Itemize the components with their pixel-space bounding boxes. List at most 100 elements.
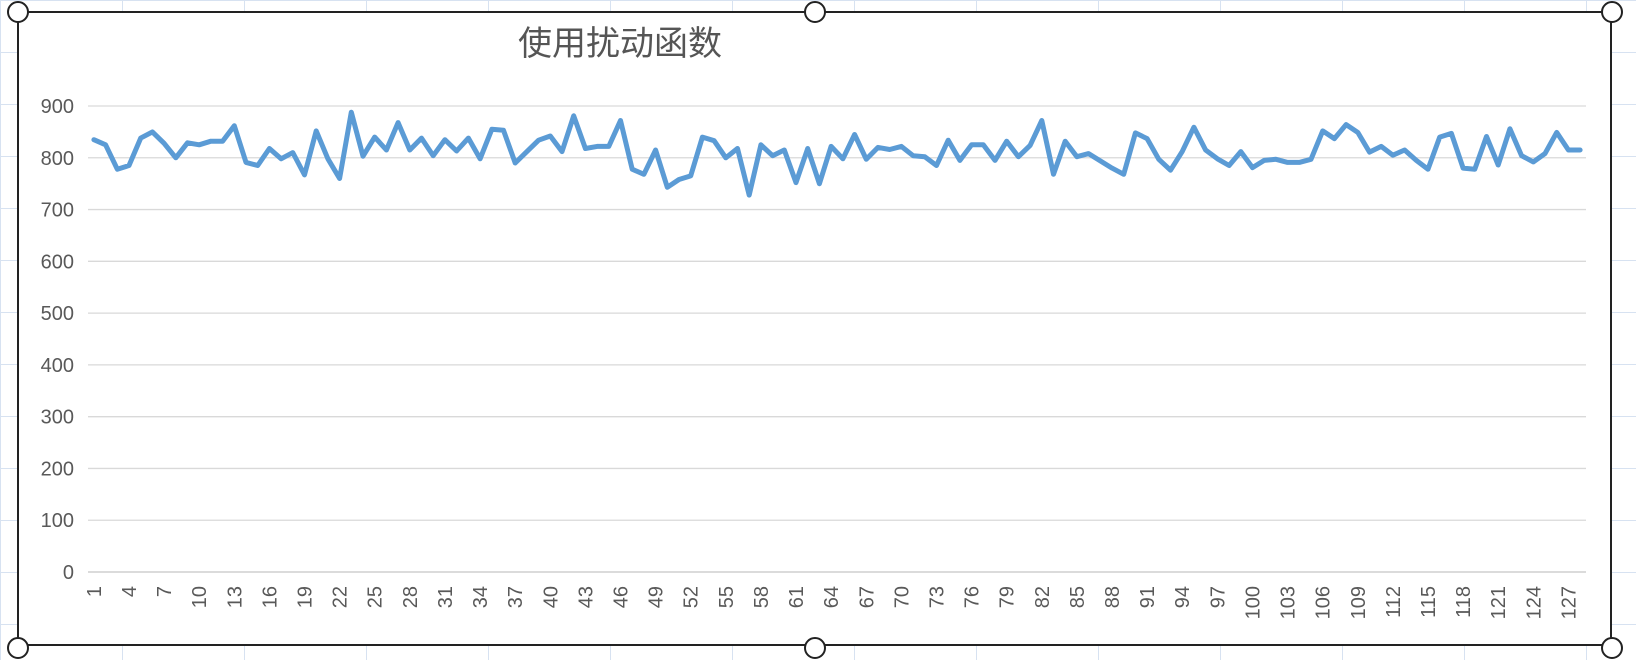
- data-point: [1402, 147, 1408, 153]
- data-point: [255, 163, 261, 169]
- x-tick-label: 94: [1172, 586, 1194, 608]
- data-point: [1542, 151, 1548, 157]
- data-point: [91, 137, 97, 143]
- data-point: [442, 137, 448, 143]
- data-point: [536, 137, 542, 143]
- data-point: [395, 120, 401, 126]
- data-point: [337, 176, 343, 182]
- data-point: [348, 109, 354, 115]
- data-point: [1355, 129, 1361, 135]
- data-point: [477, 156, 483, 162]
- y-tick-label: 300: [41, 407, 74, 429]
- resize-handle-top-middle[interactable]: [804, 1, 826, 23]
- data-point: [290, 150, 296, 156]
- x-tick-label: 103: [1278, 586, 1300, 619]
- data-point: [840, 156, 846, 162]
- resize-handle-bottom-left[interactable]: [7, 637, 29, 659]
- y-tick-label: 900: [41, 96, 74, 118]
- data-point: [208, 138, 214, 144]
- data-point: [676, 177, 682, 183]
- data-point: [1203, 147, 1209, 153]
- chart-frame[interactable]: [17, 11, 1612, 646]
- data-point: [758, 142, 764, 148]
- resize-handle-top-right[interactable]: [1601, 1, 1623, 23]
- data-point: [945, 137, 951, 143]
- resize-handle-bottom-middle[interactable]: [804, 637, 826, 659]
- data-point: [571, 113, 577, 119]
- data-point: [1484, 134, 1490, 140]
- data-point: [852, 132, 858, 138]
- data-point: [1179, 149, 1185, 155]
- data-point: [1226, 163, 1232, 169]
- data-point: [922, 154, 928, 160]
- data-point: [618, 118, 624, 124]
- data-point: [980, 142, 986, 148]
- data-point: [138, 135, 144, 141]
- data-point: [805, 146, 811, 152]
- data-point: [454, 148, 460, 154]
- resize-handle-bottom-right[interactable]: [1601, 637, 1623, 659]
- data-point: [1191, 124, 1197, 130]
- data-point: [1097, 158, 1103, 164]
- data-point: [372, 134, 378, 140]
- x-tick-label: 88: [1102, 586, 1124, 608]
- data-point: [1378, 143, 1384, 149]
- data-point: [512, 160, 518, 166]
- y-tick-label: 200: [41, 458, 74, 480]
- data-point: [1144, 136, 1150, 142]
- data-point: [1168, 167, 1174, 173]
- y-tick-label: 800: [41, 148, 74, 170]
- x-tick-label: 76: [962, 586, 984, 608]
- data-point: [559, 149, 565, 155]
- x-tick-label: 109: [1348, 586, 1370, 619]
- data-point: [547, 133, 553, 139]
- data-point: [430, 153, 436, 159]
- data-point: [887, 147, 893, 153]
- x-tick-label: 46: [610, 586, 632, 608]
- data-point: [1519, 153, 1525, 159]
- x-tick-label: 10: [189, 586, 211, 608]
- data-point: [746, 192, 752, 198]
- data-point: [1460, 165, 1466, 171]
- data-point: [1132, 130, 1138, 136]
- data-point: [1015, 154, 1021, 160]
- y-tick-label: 100: [41, 510, 74, 532]
- data-point: [325, 156, 331, 162]
- data-point: [231, 123, 237, 129]
- x-tick-label: 118: [1453, 586, 1475, 618]
- data-point: [1062, 138, 1068, 144]
- data-point: [1156, 156, 1162, 162]
- data-point: [1238, 149, 1244, 155]
- data-point: [1554, 129, 1560, 135]
- data-point: [641, 171, 647, 177]
- data-point: [103, 142, 109, 148]
- y-tick-label: 600: [41, 251, 74, 273]
- x-tick-label: 115: [1418, 586, 1440, 618]
- data-point: [910, 153, 916, 159]
- data-point: [266, 146, 272, 152]
- data-point: [1051, 171, 1057, 177]
- series-line[interactable]: [91, 109, 1583, 198]
- x-tick-label: 55: [716, 586, 738, 608]
- data-point: [664, 184, 670, 190]
- data-point: [898, 143, 904, 149]
- data-point: [1074, 154, 1080, 160]
- data-point: [278, 156, 284, 162]
- data-point: [1565, 147, 1571, 153]
- data-point: [828, 143, 834, 149]
- data-point: [699, 134, 705, 140]
- data-point: [465, 135, 471, 141]
- data-point: [688, 173, 694, 179]
- x-tick-label: 37: [505, 586, 527, 608]
- data-point: [1448, 130, 1454, 136]
- data-point: [1320, 128, 1326, 134]
- data-point: [243, 159, 249, 165]
- data-point: [173, 155, 179, 161]
- data-point: [582, 146, 588, 152]
- x-tick-label: 79: [997, 586, 1019, 608]
- data-point: [1027, 142, 1033, 148]
- x-tick-label: 100: [1242, 586, 1264, 619]
- data-point: [1530, 159, 1536, 165]
- resize-handle-top-left[interactable]: [7, 1, 29, 23]
